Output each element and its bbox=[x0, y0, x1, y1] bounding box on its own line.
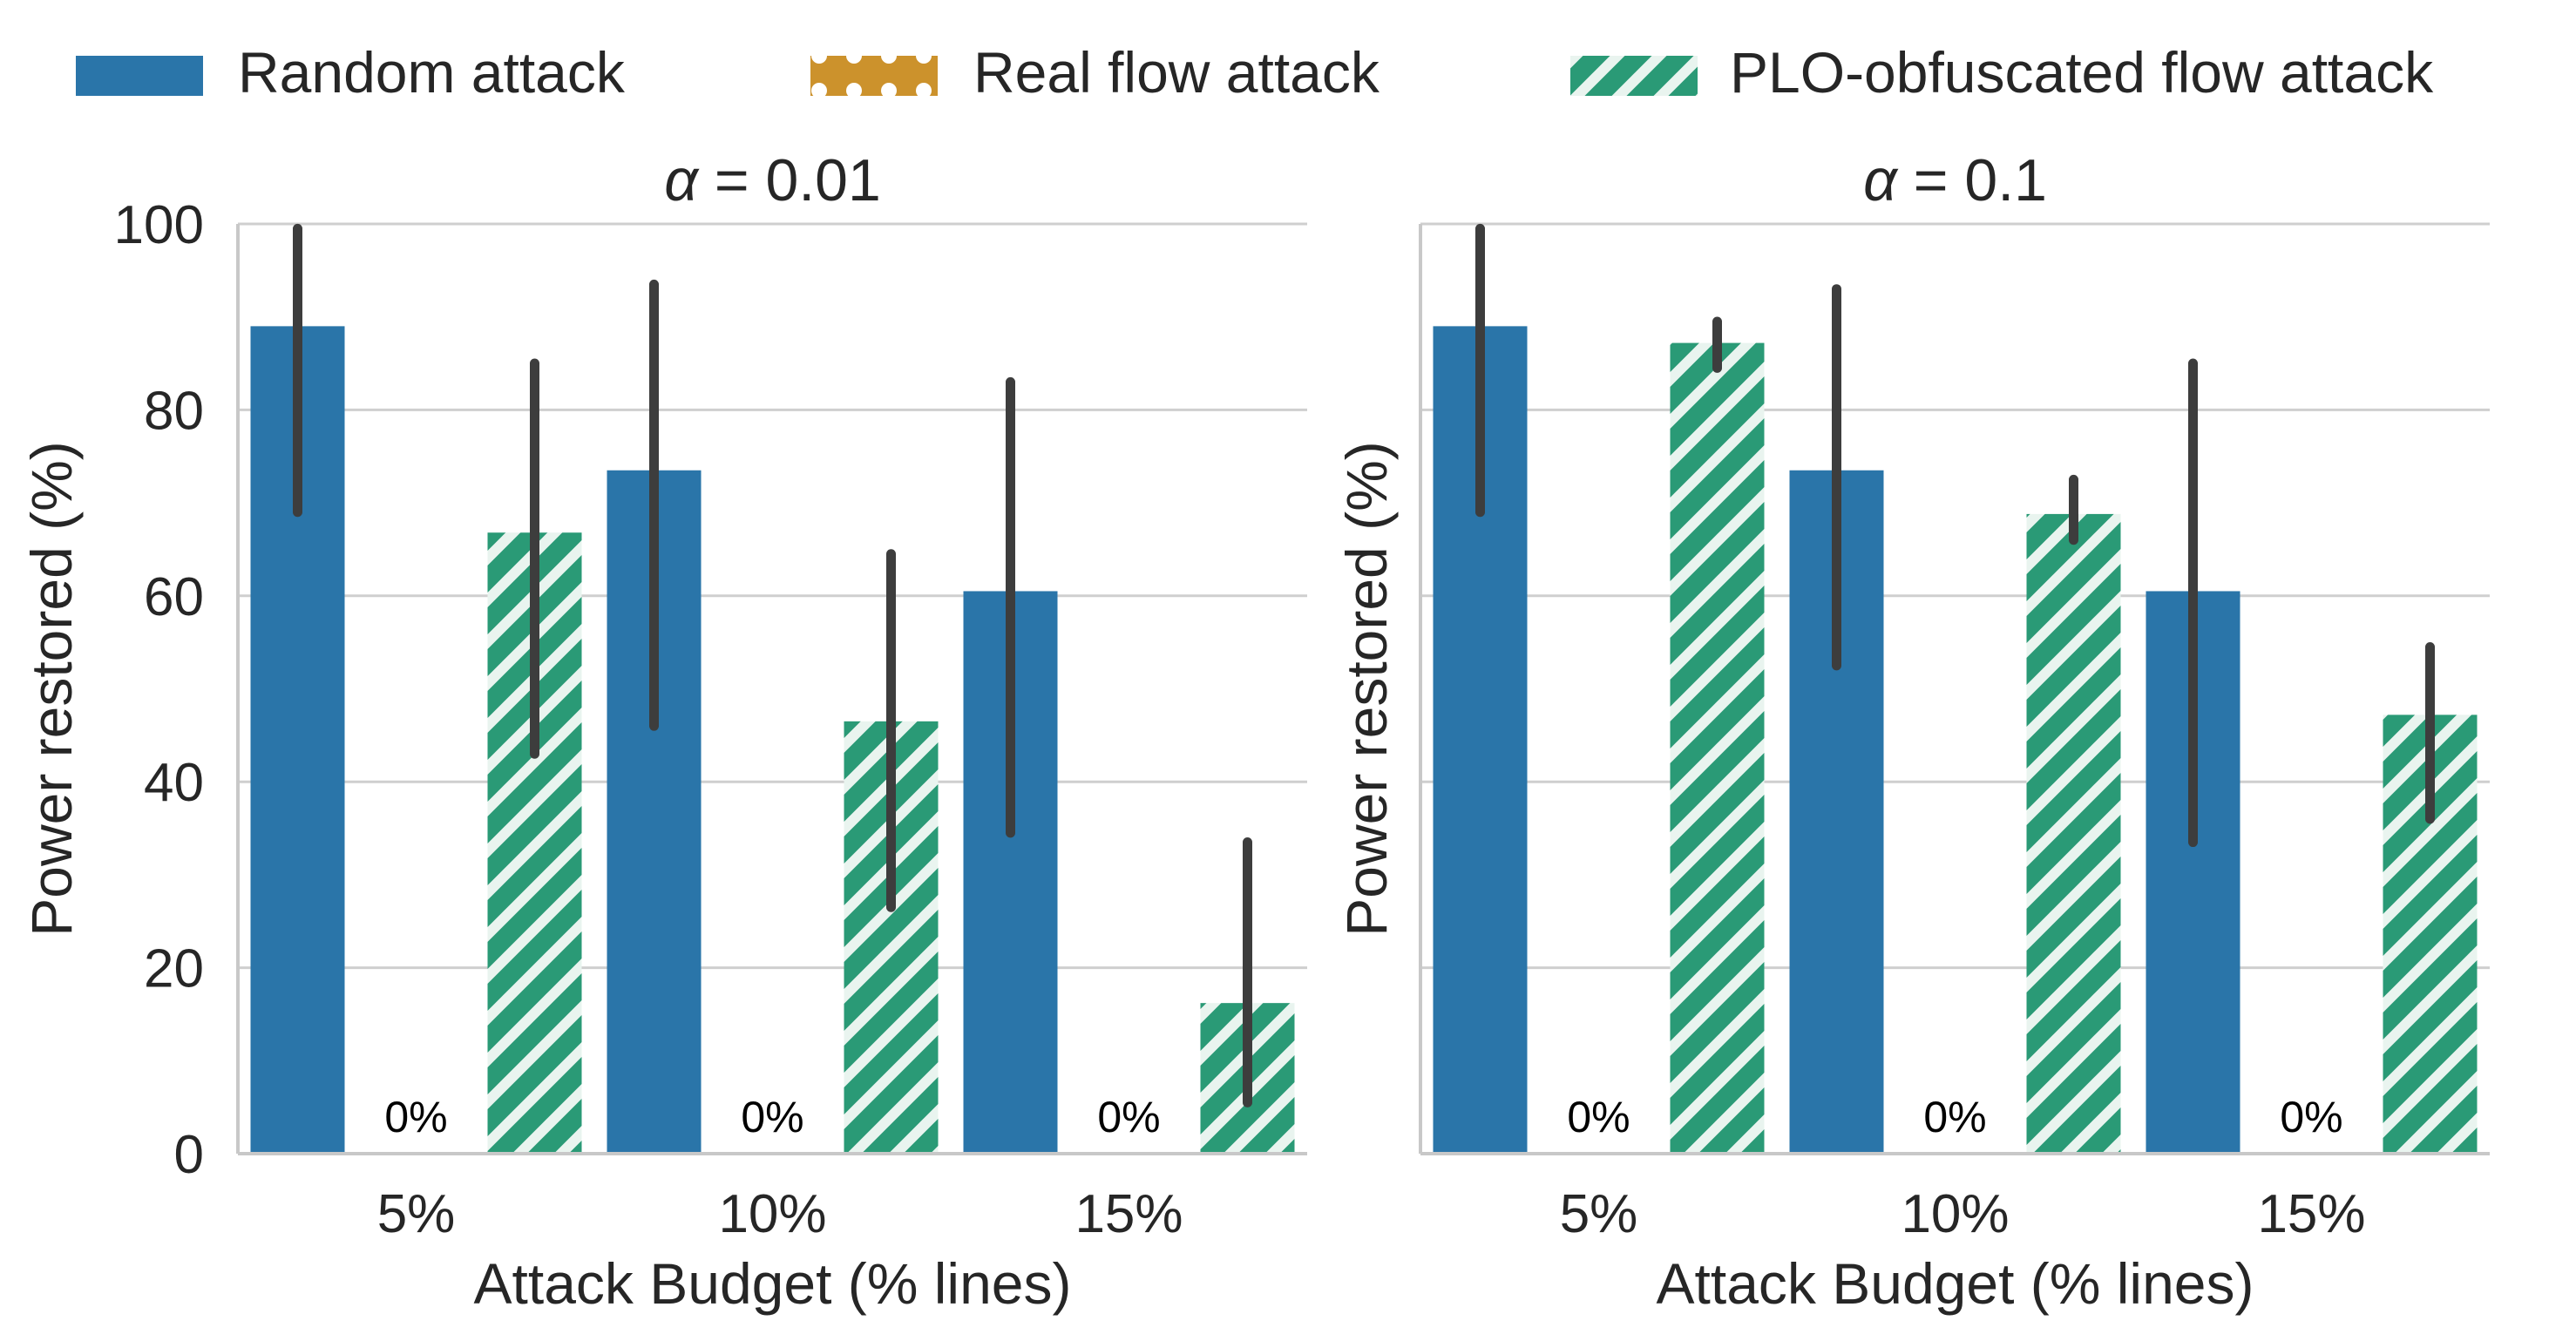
x-tick-label: 5% bbox=[1560, 1184, 1638, 1244]
bar-value-label: 0% bbox=[1097, 1093, 1160, 1141]
panel-alpha-0.1: 0% 0% 0% 5% 10% 15%Attack Budget (% lines) Pow… bbox=[1334, 147, 2490, 1316]
y-tick-label: 20 bbox=[144, 939, 204, 999]
legend-swatch-3 bbox=[1570, 56, 1698, 96]
legend-label-2: Real flow attack bbox=[973, 40, 1380, 105]
bar-plo-obfuscated-flow-attack bbox=[1670, 342, 1765, 1154]
x-tick-label: 15% bbox=[1074, 1184, 1183, 1244]
y-axis-label: Power restored (%) bbox=[1334, 441, 1399, 937]
panel-title-symbol: α bbox=[664, 147, 700, 213]
panel-alpha-0.01: 0% 0% 0% 0 20 40 60 80 100 5% 10% 15%Attack Budget … bbox=[19, 147, 1307, 1316]
y-tick-label: 60 bbox=[144, 567, 204, 627]
panel-title: α = 0.1 bbox=[1863, 147, 2047, 213]
bar-value-label: 0% bbox=[1567, 1093, 1630, 1141]
x-axis-label: Attack Budget (% lines) bbox=[1657, 1251, 2254, 1316]
y-axis-label: Power restored (%) bbox=[19, 441, 84, 937]
bar-value-label: 0% bbox=[2280, 1093, 2342, 1141]
bar-value-label: 0% bbox=[1923, 1093, 1986, 1141]
panel-title: α = 0.01 bbox=[664, 147, 881, 213]
legend-label-1: Random attack bbox=[238, 40, 626, 105]
x-tick-label: 15% bbox=[2257, 1184, 2365, 1244]
x-axis-label: Attack Budget (% lines) bbox=[474, 1251, 1072, 1316]
bar-value-label: 0% bbox=[384, 1093, 447, 1141]
legend: Random attack Real flow attack PLO-obfusca… bbox=[76, 40, 2434, 105]
y-tick-label: 40 bbox=[144, 753, 204, 813]
y-tick-label: 80 bbox=[144, 381, 204, 441]
x-tick-label: 10% bbox=[718, 1184, 826, 1244]
y-tick-label: 100 bbox=[114, 195, 204, 255]
y-tick-label: 0 bbox=[174, 1125, 204, 1185]
x-tick-label: 5% bbox=[377, 1184, 456, 1244]
panel-title-symbol: α bbox=[1863, 147, 1899, 213]
panel-title-value: = 0.01 bbox=[698, 147, 881, 213]
panel-title-value: = 0.1 bbox=[1897, 147, 2047, 213]
legend-swatch-2 bbox=[810, 56, 938, 96]
legend-swatch-1 bbox=[76, 56, 203, 96]
bar-value-label: 0% bbox=[741, 1093, 803, 1141]
x-tick-label: 10% bbox=[1901, 1184, 2009, 1244]
bar-plo-obfuscated-flow-attack bbox=[2026, 513, 2121, 1154]
legend-label-3: PLO-obfuscated flow attack bbox=[1730, 40, 2434, 105]
